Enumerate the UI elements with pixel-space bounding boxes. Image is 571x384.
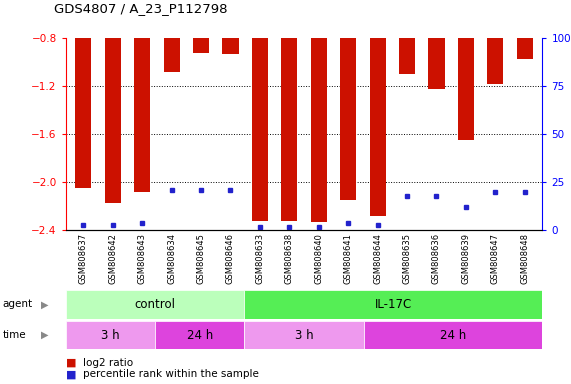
- Bar: [66, 321, 155, 349]
- Text: GDS4807 / A_23_P112798: GDS4807 / A_23_P112798: [54, 2, 228, 15]
- Text: ■: ■: [66, 358, 76, 368]
- Bar: [252, 0, 268, 221]
- Bar: [458, 0, 474, 141]
- Bar: [193, 0, 209, 53]
- Text: percentile rank within the sample: percentile rank within the sample: [83, 369, 259, 379]
- Bar: [244, 321, 364, 349]
- Bar: [282, 0, 297, 221]
- Text: ■: ■: [66, 369, 76, 379]
- Text: IL-17C: IL-17C: [375, 298, 412, 311]
- Bar: [487, 0, 504, 84]
- Text: ▶: ▶: [41, 299, 49, 310]
- Bar: [369, 0, 386, 216]
- Bar: [155, 321, 244, 349]
- Bar: [244, 290, 542, 319]
- Bar: [134, 0, 150, 192]
- Text: 24 h: 24 h: [187, 329, 213, 341]
- Bar: [75, 0, 91, 189]
- Bar: [66, 290, 244, 319]
- Text: time: time: [3, 330, 26, 340]
- Bar: [428, 0, 445, 89]
- Bar: [364, 321, 542, 349]
- Bar: [104, 0, 121, 203]
- Bar: [222, 0, 239, 54]
- Bar: [399, 0, 415, 74]
- Text: ▶: ▶: [41, 330, 49, 340]
- Bar: [163, 0, 180, 72]
- Bar: [340, 0, 356, 200]
- Text: control: control: [135, 298, 175, 311]
- Text: 24 h: 24 h: [440, 329, 466, 341]
- Text: agent: agent: [3, 299, 33, 310]
- Text: 3 h: 3 h: [295, 329, 313, 341]
- Text: log2 ratio: log2 ratio: [83, 358, 133, 368]
- Bar: [517, 0, 533, 59]
- Bar: [311, 0, 327, 222]
- Text: 3 h: 3 h: [101, 329, 120, 341]
